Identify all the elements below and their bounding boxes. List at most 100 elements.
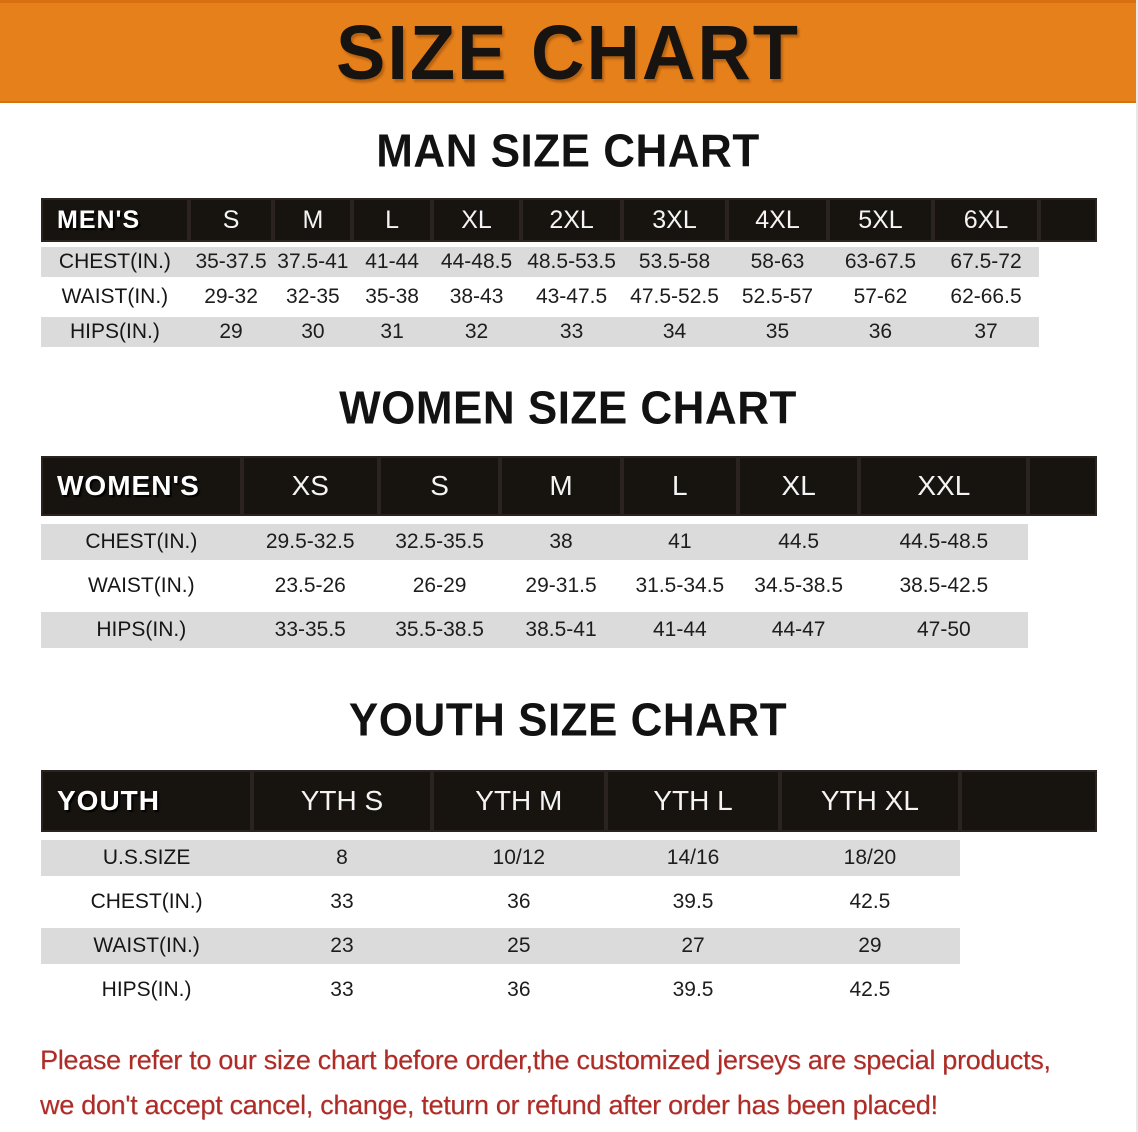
measurement-value: 38 bbox=[500, 524, 622, 560]
row-label: CHEST(IN.) bbox=[41, 247, 189, 277]
measurement-row: U.S.SIZE 8 10/12 14/16 18/20 bbox=[41, 840, 1097, 876]
measurement-row: HIPS(IN.) 33 36 39.5 42.5 bbox=[41, 972, 1097, 1008]
row-label: WAIST(IN.) bbox=[41, 282, 189, 312]
size-column-header: YTH XL bbox=[780, 770, 960, 832]
size-column-header: L bbox=[621, 456, 738, 516]
measurement-value: 33 bbox=[252, 884, 432, 920]
size-chart-banner: SIZE CHART bbox=[0, 0, 1136, 103]
measurement-row: WAIST(IN.) 23.5-26 26-29 29-31.5 31.5-34.5 34… bbox=[41, 568, 1097, 604]
measurement-value: 27 bbox=[605, 928, 781, 964]
women-header-row: WOMEN'S XS S M L XL XXL bbox=[41, 456, 1097, 516]
spacer-cell bbox=[959, 770, 1097, 832]
youth-header-row: YOUTH YTH S YTH M YTH L YTH XL bbox=[41, 770, 1097, 832]
measurement-value: 62-66.5 bbox=[933, 282, 1039, 312]
measurement-value: 47-50 bbox=[859, 612, 1029, 648]
row-label: CHEST(IN.) bbox=[41, 884, 253, 920]
measurement-value: 42.5 bbox=[780, 972, 960, 1008]
banner-title: SIZE CHART bbox=[336, 8, 800, 96]
measurement-value: 25 bbox=[431, 928, 606, 964]
measurement-value: 23 bbox=[252, 928, 432, 964]
measurement-value: 44.5 bbox=[737, 524, 860, 560]
men-group-label: MEN'S bbox=[41, 198, 189, 242]
measurement-value: 36 bbox=[827, 317, 934, 347]
measurement-value: 31 bbox=[352, 317, 432, 347]
women-group-label: WOMEN'S bbox=[41, 456, 242, 516]
measurement-value: 10/12 bbox=[431, 840, 606, 876]
spacer-cell bbox=[1028, 456, 1097, 516]
size-column-header: M bbox=[273, 198, 353, 242]
measurement-value: 34 bbox=[621, 317, 728, 347]
measurement-value: 35-37.5 bbox=[188, 247, 274, 277]
measurement-value: 41 bbox=[621, 524, 738, 560]
measurement-value: 67.5-72 bbox=[933, 247, 1039, 277]
measurement-value: 44-47 bbox=[737, 612, 860, 648]
measurement-value: 63-67.5 bbox=[827, 247, 934, 277]
measurement-value: 38.5-42.5 bbox=[859, 568, 1029, 604]
measurement-value: 18/20 bbox=[780, 840, 960, 876]
row-label: U.S.SIZE bbox=[41, 840, 253, 876]
measurement-value: 29-32 bbox=[188, 282, 274, 312]
measurement-value: 8 bbox=[252, 840, 432, 876]
measurement-row: CHEST(IN.) 35-37.5 37.5-41 41-44 44-48.5 48.5… bbox=[41, 247, 1097, 277]
measurement-value: 53.5-58 bbox=[621, 247, 728, 277]
men-size-table: MEN'S S M L XL 2XL 3XL 4XL 5XL 6XL CHEST(IN.) 35-… bbox=[41, 193, 1097, 352]
measurement-value: 29-31.5 bbox=[500, 568, 622, 604]
measurement-value: 38.5-41 bbox=[500, 612, 622, 648]
spacer-cell bbox=[960, 928, 1097, 964]
measurement-value: 29 bbox=[188, 317, 274, 347]
spacer-cell bbox=[1039, 282, 1097, 312]
measurement-value: 29 bbox=[780, 928, 960, 964]
spacer-cell bbox=[1038, 198, 1097, 242]
size-column-header: S bbox=[378, 456, 501, 516]
measurement-value: 35 bbox=[727, 317, 828, 347]
size-column-header: 4XL bbox=[727, 198, 828, 242]
measurement-value: 30 bbox=[273, 317, 353, 347]
spacer-cell bbox=[960, 972, 1097, 1008]
measurement-value: 37.5-41 bbox=[273, 247, 353, 277]
measurement-value: 42.5 bbox=[780, 884, 960, 920]
size-column-header: 5XL bbox=[827, 198, 934, 242]
measurement-value: 57-62 bbox=[827, 282, 934, 312]
measurement-value: 33 bbox=[252, 972, 432, 1008]
size-column-header: 6XL bbox=[933, 198, 1039, 242]
measurement-value: 41-44 bbox=[352, 247, 432, 277]
measurement-value: 29.5-32.5 bbox=[241, 524, 379, 560]
spacer-cell bbox=[1039, 247, 1097, 277]
spacer-cell bbox=[1028, 568, 1097, 604]
row-label: HIPS(IN.) bbox=[41, 612, 242, 648]
spacer-cell bbox=[960, 884, 1097, 920]
measurement-value: 14/16 bbox=[605, 840, 781, 876]
measurement-value: 33 bbox=[521, 317, 622, 347]
measurement-value: 39.5 bbox=[605, 972, 781, 1008]
measurement-value: 23.5-26 bbox=[241, 568, 379, 604]
measurement-value: 44.5-48.5 bbox=[859, 524, 1029, 560]
size-column-header: XXL bbox=[859, 456, 1029, 516]
measurement-row: HIPS(IN.) 33-35.5 35.5-38.5 38.5-41 41-44 44-… bbox=[41, 612, 1097, 648]
measurement-value: 32-35 bbox=[273, 282, 353, 312]
measurement-value: 58-63 bbox=[727, 247, 828, 277]
row-label: WAIST(IN.) bbox=[41, 568, 242, 604]
measurement-row: HIPS(IN.) 29 30 31 32 33 34 35 36 37 bbox=[41, 317, 1097, 347]
measurement-value: 48.5-53.5 bbox=[521, 247, 622, 277]
measurement-row: CHEST(IN.) 29.5-32.5 32.5-35.5 38 41 44.5 44.5… bbox=[41, 524, 1097, 560]
row-label: WAIST(IN.) bbox=[41, 928, 253, 964]
measurement-row: WAIST(IN.) 23 25 27 29 bbox=[41, 928, 1097, 964]
size-column-header: XL bbox=[737, 456, 860, 516]
spacer-cell bbox=[1028, 612, 1097, 648]
women-size-table: WOMEN'S XS S M L XL XXL CHEST(IN.) 29.5-32.5 32… bbox=[41, 448, 1097, 656]
measurement-value: 37 bbox=[933, 317, 1039, 347]
size-column-header: S bbox=[188, 198, 274, 242]
measurement-value: 36 bbox=[431, 972, 606, 1008]
size-column-header: YTH L bbox=[605, 770, 781, 832]
size-column-header: YTH S bbox=[252, 770, 432, 832]
measurement-value: 52.5-57 bbox=[727, 282, 828, 312]
youth-group-label: YOUTH bbox=[41, 770, 253, 832]
measurement-value: 26-29 bbox=[378, 568, 501, 604]
row-label: HIPS(IN.) bbox=[41, 972, 253, 1008]
youth-size-table: YOUTH YTH S YTH M YTH L YTH XL U.S.SIZE 8 10/… bbox=[41, 762, 1097, 1016]
measurement-value: 32.5-35.5 bbox=[378, 524, 501, 560]
measurement-value: 35-38 bbox=[352, 282, 432, 312]
measurement-value: 31.5-34.5 bbox=[621, 568, 738, 604]
size-column-header: L bbox=[352, 198, 432, 242]
spacer-cell bbox=[1039, 317, 1097, 347]
